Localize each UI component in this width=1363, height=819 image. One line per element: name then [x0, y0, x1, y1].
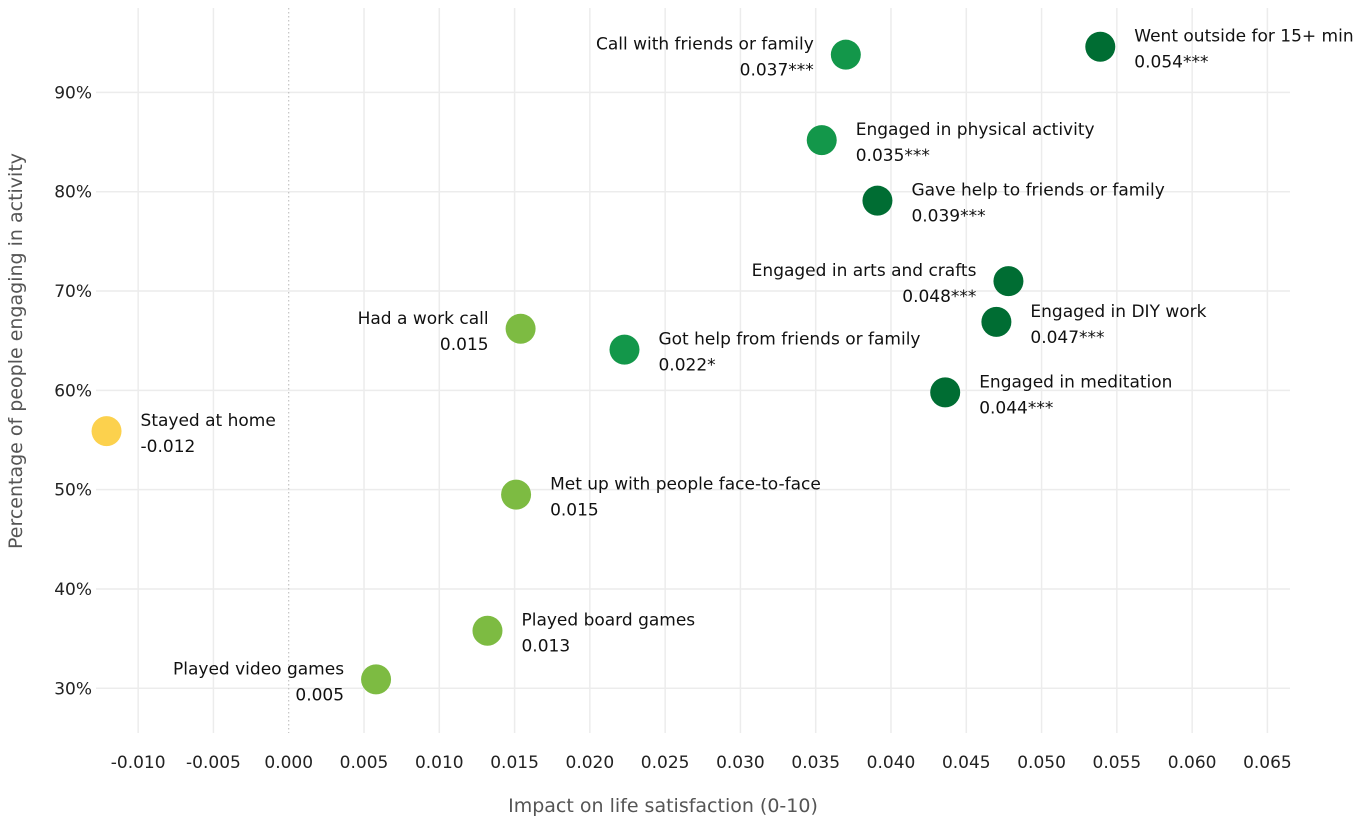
point-value-label: 0.005: [295, 685, 344, 705]
y-tick-label: 90%: [54, 83, 92, 103]
x-tick-label: 0.020: [566, 753, 615, 773]
point-label: Met up with people face-to-face: [550, 475, 821, 495]
point-label: Engaged in DIY work: [1030, 302, 1206, 322]
x-tick-label: -0.005: [186, 753, 241, 773]
x-tick-label: 0.005: [340, 753, 389, 773]
point-value-label: 0.047***: [1030, 328, 1104, 348]
data-point: [505, 313, 536, 344]
y-tick-label: 80%: [54, 183, 92, 203]
vertical-gridlines: [137, 8, 1269, 733]
point-value-label: 0.048***: [902, 287, 976, 307]
y-tick-label: 40%: [54, 580, 92, 600]
data-point: [361, 664, 392, 695]
data-point: [993, 266, 1024, 297]
point-value-label: 0.039***: [911, 207, 985, 227]
data-point: [1085, 31, 1116, 62]
point-value-label: 0.037***: [740, 61, 814, 81]
x-tick-label: 0.065: [1243, 753, 1292, 773]
y-tick-label: 70%: [54, 282, 92, 302]
point-label: Engaged in meditation: [979, 372, 1172, 392]
data-point: [981, 306, 1012, 337]
x-tick-label: 0.000: [264, 753, 313, 773]
point-value-label: -0.012: [141, 437, 196, 457]
x-tick-label: 0.050: [1017, 753, 1066, 773]
data-point: [501, 479, 532, 510]
point-label: Played board games: [521, 611, 695, 631]
data-point: [472, 615, 503, 646]
x-tick-label: 0.030: [716, 753, 765, 773]
point-value-label: 0.015: [440, 335, 489, 355]
data-point: [862, 185, 893, 216]
x-tick-label: 0.045: [942, 753, 991, 773]
point-value-label: 0.054***: [1134, 53, 1208, 73]
horizontal-gridlines: [96, 91, 1290, 690]
x-tick-label: 0.060: [1168, 753, 1217, 773]
point-label: Gave help to friends or family: [911, 181, 1164, 201]
y-tick-label: 60%: [54, 381, 92, 401]
point-value-label: 0.015: [550, 501, 599, 521]
point-value-label: 0.022*: [658, 356, 715, 376]
point-label: Went outside for 15+ min: [1134, 27, 1353, 47]
data-point: [930, 377, 961, 408]
point-label: Got help from friends or family: [658, 330, 920, 350]
y-axis-title: Percentage of people engaging in activit…: [5, 153, 27, 549]
x-tick-label: -0.010: [111, 753, 166, 773]
point-label: Had a work call: [358, 309, 489, 329]
point-value-label: 0.035***: [856, 146, 930, 166]
point-labels: Went outside for 15+ min 0.054*** Call wit…: [141, 27, 1354, 706]
y-axis-tick-labels: 30% 40% 50% 60% 70% 80% 90%: [54, 83, 92, 699]
x-axis-tick-labels: -0.010 -0.005 0.000 0.005 0.010 0.015 0.020 0.0…: [111, 753, 1292, 773]
point-label: Engaged in physical activity: [856, 120, 1095, 140]
x-tick-label: 0.010: [415, 753, 464, 773]
data-point: [806, 125, 837, 156]
point-label: Played video games: [173, 659, 344, 679]
point-value-label: 0.013: [521, 637, 570, 657]
data-point: [830, 39, 861, 70]
point-value-label: 0.044***: [979, 398, 1053, 418]
point-label: Call with friends or family: [596, 35, 814, 55]
x-tick-label: 0.040: [867, 753, 916, 773]
x-tick-label: 0.055: [1093, 753, 1142, 773]
data-point: [609, 334, 640, 365]
x-tick-label: 0.015: [490, 753, 539, 773]
x-tick-label: 0.025: [641, 753, 690, 773]
x-axis-title: Impact on life satisfaction (0-10): [508, 795, 818, 817]
data-points: [91, 31, 1116, 695]
x-tick-label: 0.035: [791, 753, 840, 773]
data-point: [91, 416, 122, 447]
y-tick-label: 30%: [54, 679, 92, 699]
point-label: Engaged in arts and crafts: [752, 261, 977, 281]
point-label: Stayed at home: [141, 411, 276, 431]
y-tick-label: 50%: [54, 481, 92, 501]
